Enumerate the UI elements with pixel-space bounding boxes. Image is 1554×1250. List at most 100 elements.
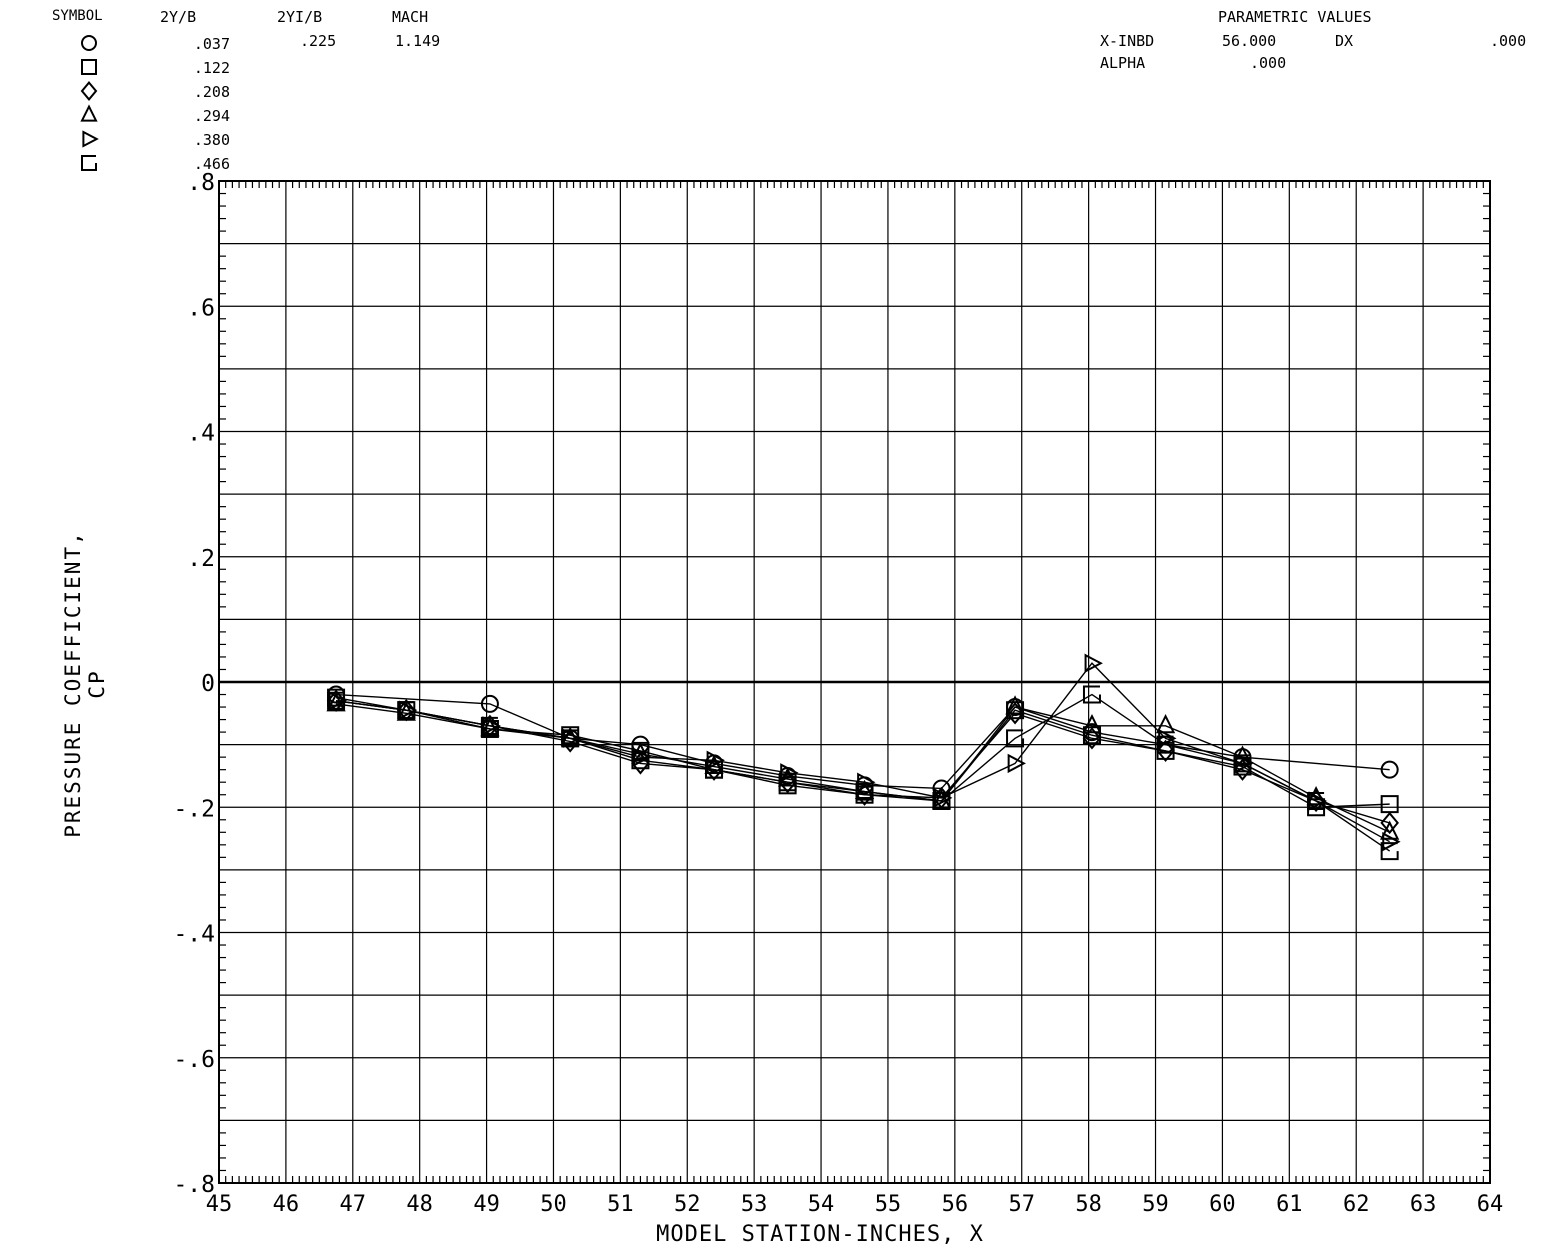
marker-triangle-up: [1082, 714, 1102, 734]
x-tick-label: 51: [607, 1192, 634, 1217]
marker-triangle-right: [706, 750, 725, 770]
x-tick-label: 64: [1477, 1192, 1504, 1217]
marker-square: [81, 59, 97, 75]
y-tick-label: .8: [187, 170, 215, 196]
marker-triangle-right: [857, 772, 876, 792]
marker-triangle-right: [398, 700, 418, 720]
marker-triangle-right: [82, 130, 99, 148]
marker-triangle-right: [1308, 791, 1328, 811]
marker-diamond: [1156, 739, 1175, 763]
legend-header-2yib: 2YI/B: [277, 8, 323, 26]
marker-triangle-right: [562, 728, 582, 749]
legend-value: .208: [194, 83, 230, 101]
marker-open-square: [1307, 791, 1326, 810]
alpha-label: ALPHA: [1100, 54, 1146, 72]
y-tick-label: -.8: [173, 1172, 215, 1198]
series-line: [336, 693, 1390, 790]
marker-open-square: [855, 782, 874, 801]
xinbd-label: X-INBD: [1100, 32, 1155, 50]
x-tick-label: 52: [674, 1192, 701, 1217]
marker-open-square: [1156, 735, 1175, 754]
marker-circle: [480, 694, 499, 713]
legend-value: .122: [194, 59, 230, 77]
x-tick-label: 49: [473, 1192, 500, 1217]
marker-open-square: [705, 760, 724, 779]
x-tick-label: 57: [1008, 1192, 1035, 1217]
legend-header-2yb: 2Y/B: [160, 8, 197, 26]
marker-triangle-up: [1306, 786, 1326, 806]
marker-open-square: [1006, 729, 1025, 748]
marker-triangle-up: [1380, 820, 1400, 840]
marker-triangle-up: [1155, 714, 1176, 734]
marker-triangle-right: [1007, 753, 1026, 774]
marker-diamond: [1082, 727, 1102, 750]
alpha-value: .000: [1250, 54, 1287, 72]
y-tick-label: 0: [201, 671, 215, 697]
marker-triangle-up: [704, 754, 724, 774]
legend-value: .380: [194, 131, 230, 149]
marker-open-square: [327, 691, 346, 710]
x-tick-label: 62: [1343, 1192, 1370, 1217]
x-tick-label: 47: [340, 1192, 367, 1217]
legend-value: .466: [194, 155, 230, 173]
y-tick-label: .2: [187, 546, 215, 572]
y-tick-label: -.6: [173, 1047, 215, 1073]
dx-value: .000: [1490, 32, 1527, 50]
marker-open-square: [1233, 754, 1252, 773]
marker-circle: [1380, 760, 1399, 779]
series-line: [335, 700, 1390, 824]
x-tick-label: 60: [1209, 1192, 1236, 1217]
series-5: [327, 685, 1399, 861]
series-4: [328, 653, 1401, 852]
marker-triangle-up: [80, 104, 98, 122]
y-tick-label: -.2: [173, 796, 215, 822]
y-axis-label: PRESSURE COEFFICIENT, CP: [61, 530, 109, 838]
marker-circle: [81, 35, 97, 51]
x-tick-label: 61: [1276, 1192, 1303, 1217]
y-tick-label: .6: [187, 295, 215, 321]
x-tick-label: 56: [942, 1192, 969, 1217]
x-tick-label: 63: [1410, 1192, 1437, 1217]
x-tick-label: 59: [1142, 1192, 1169, 1217]
marker-triangle-right: [1235, 753, 1254, 774]
marker-triangle-right: [1084, 653, 1103, 673]
x-tick-label: 46: [273, 1192, 300, 1217]
legend-header-mach: MACH: [392, 8, 429, 26]
marker-open-square: [480, 716, 499, 735]
marker-triangle-right: [1158, 728, 1177, 749]
legend-mach-value: 1.149: [395, 32, 441, 50]
xinbd-value: 56.000: [1222, 32, 1277, 50]
marker-open-square: [631, 751, 650, 770]
series-line: [335, 693, 1391, 852]
x-tick-label: 58: [1075, 1192, 1102, 1217]
x-axis-label: MODEL STATION-INCHES, X: [656, 1222, 984, 1247]
legend-2yib-value: .225: [300, 32, 337, 50]
marker-triangle-right: [1382, 832, 1401, 852]
marker-open-square: [81, 155, 97, 171]
marker-triangle-up: [1005, 695, 1025, 715]
x-tick-label: 53: [741, 1192, 768, 1217]
legend-header-symbol: SYMBOL: [52, 8, 103, 24]
marker-open-square: [778, 773, 797, 792]
marker-open-square: [1380, 842, 1399, 861]
x-tick-label: 48: [406, 1192, 433, 1217]
marker-diamond: [1380, 811, 1399, 835]
parametric-title: PARAMETRIC VALUES: [1218, 8, 1372, 26]
legend-value: .037: [194, 35, 230, 53]
series-0: [327, 685, 1399, 798]
marker-open-square: [397, 701, 416, 720]
x-tick-label: 55: [875, 1192, 902, 1217]
marker-triangle-right: [328, 691, 348, 711]
x-tick-label: 45: [206, 1192, 233, 1217]
dx-label: DX: [1335, 32, 1354, 50]
marker-triangle-right: [780, 763, 799, 783]
marker-diamond: [80, 81, 98, 101]
marker-open-square: [932, 791, 951, 810]
marker-triangle-right: [482, 716, 501, 736]
marker-open-square: [561, 729, 580, 748]
marker-open-square: [1082, 685, 1101, 704]
x-tick-label: 50: [540, 1192, 567, 1217]
y-tick-label: .4: [187, 421, 215, 447]
x-tick-label: 54: [808, 1192, 835, 1217]
